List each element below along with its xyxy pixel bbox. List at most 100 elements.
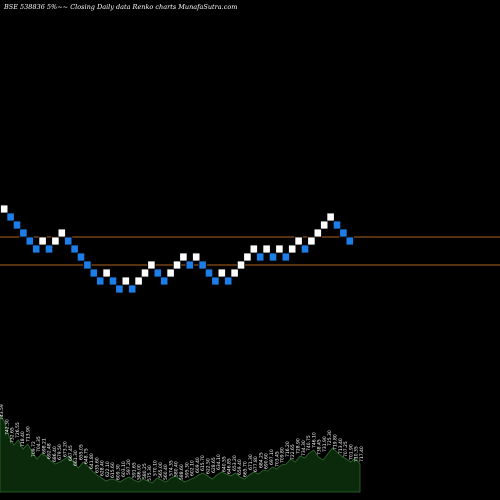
renko-bricks (0, 204, 354, 294)
volume-value-label: 671.30 (248, 454, 254, 470)
volume-value-label: 622.50 (205, 458, 211, 474)
volume-value-label: 686.40 (52, 446, 58, 462)
renko-brick-32 (198, 260, 207, 270)
renko-brick-53 (332, 220, 342, 230)
renko-brick-17 (102, 268, 111, 278)
volume-value-label: 560.40 (163, 464, 169, 480)
renko-brick-25 (153, 268, 162, 278)
volume-value-label: 655.05 (78, 444, 84, 460)
renko-brick-8 (44, 244, 54, 254)
renko-brick-28 (172, 260, 182, 270)
volume-value-label: 646.85 (227, 458, 233, 474)
volume-value-label: 641.80 (89, 453, 95, 469)
volume-value-label: 709.80 (280, 447, 286, 463)
renko-brick-13 (76, 252, 86, 262)
volume-value-label: 679.50 (57, 444, 63, 460)
volume-value-label: 586.00 (137, 464, 143, 480)
volume-value-label: 725.30 (327, 430, 333, 446)
volume-area-path (0, 413, 361, 493)
renko-brick-31 (192, 252, 201, 262)
volume-value-label: 628.40 (100, 460, 106, 476)
volume-value-label: 648.75 (84, 448, 90, 464)
volume-value-label: 684.25 (258, 452, 264, 468)
volume-value-label: 707.25 (343, 441, 349, 457)
renko-brick-18 (108, 276, 118, 286)
volume-value-label: 716.20 (285, 441, 291, 457)
renko-brick-48 (300, 244, 310, 254)
volume-value-label: 640.55 (221, 456, 227, 472)
volume-value-label: 718.40 (20, 431, 26, 447)
volume-value-label: 565.00 (158, 462, 164, 478)
renko-brick-52 (326, 212, 335, 222)
renko-brick-29 (179, 252, 188, 262)
volume-value-label: 580.40 (174, 461, 180, 477)
renko-brick-35 (217, 268, 226, 278)
volume-value-label: 609.40 (195, 457, 201, 473)
renko-brick-33 (204, 268, 214, 278)
volume-value-label: 713.90 (25, 426, 31, 442)
renko-brick-11 (64, 236, 73, 246)
volume-value-label: 709.72 (31, 441, 37, 457)
renko-brick-14 (83, 260, 92, 270)
renko-brick-40 (249, 244, 258, 254)
volume-value-label: 661.30 (73, 450, 79, 466)
volume-value-label: 602.10 (190, 460, 196, 476)
renko-brick-43 (268, 252, 278, 262)
volume-value-label: 615.60 (110, 462, 116, 478)
volume-value-label: 738.45 (317, 439, 323, 455)
renko-brick-55 (345, 236, 354, 246)
renko-brick-50 (313, 228, 322, 238)
renko-brick-34 (211, 276, 220, 286)
volume-value-label: 703.45 (274, 451, 280, 467)
renko-brick-9 (51, 236, 60, 246)
renko-brick-1 (0, 204, 9, 214)
volume-value-label: 734.30 (301, 440, 307, 456)
renko-brick-19 (115, 284, 124, 294)
volume-value-label: 728.90 (295, 438, 301, 454)
renko-brick-37 (230, 268, 239, 278)
renko-brick-12 (70, 244, 79, 254)
renko-brick-26 (160, 276, 169, 286)
renko-brick-2 (6, 212, 15, 222)
volume-value-label: 701.90 (348, 444, 354, 460)
renko-brick-42 (262, 244, 271, 254)
volume-value-label: 732.65 (10, 427, 16, 443)
volume-value-label: 597.20 (126, 459, 132, 475)
renko-brick-10 (57, 228, 66, 238)
renko-brick-39 (243, 252, 252, 262)
volume-value-label: 690.60 (264, 453, 270, 469)
volume-value-label: 743.59 (0, 404, 5, 420)
volume-value-label: 574.35 (168, 460, 174, 476)
volume-area (0, 413, 361, 493)
renko-brick-45 (281, 252, 290, 262)
volume-value-label: 580.25 (142, 463, 148, 479)
renko-brick-4 (19, 228, 28, 238)
volume-value-label: 673.20 (63, 441, 69, 457)
renko-brick-41 (256, 252, 265, 262)
volume-value-label: 713.40 (338, 438, 344, 454)
volume-value-label: 722.65 (290, 444, 296, 460)
volume-value-label: 665.70 (243, 461, 249, 477)
chart-title: BSE 538836 5%~~ Closing Daily data Renko… (3, 3, 237, 11)
renko-brick-20 (121, 276, 130, 286)
volume-value-label: 742.30 (4, 419, 10, 435)
renko-brick-46 (288, 244, 297, 254)
renko-brick-54 (339, 228, 348, 238)
volume-value-label: 575.30 (147, 465, 153, 481)
volume-value-label: 719.80 (333, 434, 339, 450)
volume-value-label: 710.35 (354, 446, 360, 462)
volume-value-label: 603.10 (121, 461, 127, 477)
renko-brick-38 (236, 260, 246, 270)
volume-value-label: 659.40 (237, 459, 243, 475)
volume-value-label: 634.10 (216, 454, 222, 470)
volume-value-label: 717.40 (359, 446, 365, 462)
volume-value-label: 591.65 (131, 462, 137, 478)
renko-brick-21 (128, 284, 137, 294)
volume-value-label: 740.75 (306, 435, 312, 451)
renko-brick-6 (32, 244, 41, 254)
renko-brick-16 (96, 276, 105, 286)
volume-value-label: 698.21 (41, 438, 47, 454)
volume-value-label: 692.48 (47, 443, 53, 459)
renko-brick-30 (185, 260, 194, 270)
